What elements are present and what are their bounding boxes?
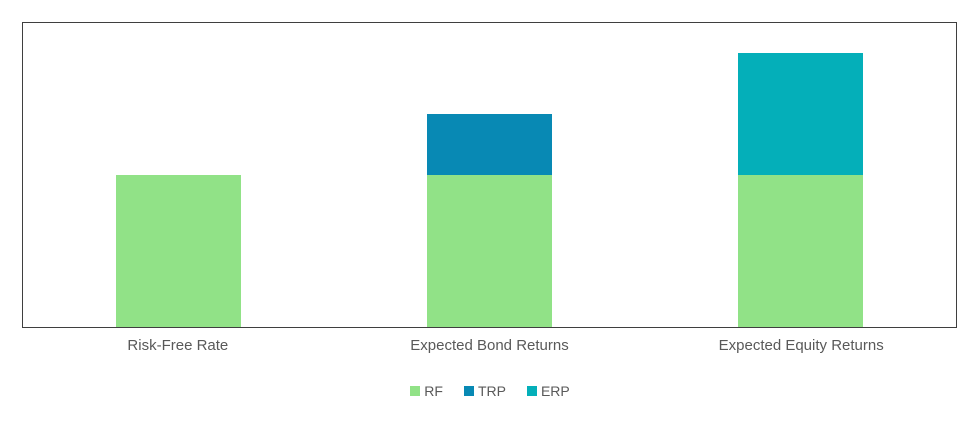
category-label-1: Expected Bond Returns (410, 337, 569, 354)
bar-segment-erp-2 (738, 53, 863, 175)
legend-swatch-trp (463, 386, 474, 396)
legend-item-rf: RF (410, 383, 443, 399)
legend-item-trp: TRP (463, 383, 506, 399)
category-label-0: Risk-Free Rate (127, 337, 229, 354)
bar-segment-trp-1 (427, 114, 552, 175)
legend-label-rf: RF (424, 383, 443, 399)
bar-slot-1 (334, 23, 645, 327)
category-label-2: Expected Equity Returns (718, 337, 884, 354)
bar-slot-0 (23, 23, 334, 327)
category-axis: Risk-Free Rate Expected Bond Returns Expec… (22, 336, 957, 355)
bar-segment-rf-0 (116, 175, 241, 327)
stacked-bar-2 (738, 23, 863, 327)
stacked-bar-0 (116, 23, 241, 327)
legend-label-erp: ERP (540, 383, 570, 399)
stacked-bar-1 (427, 23, 552, 327)
bar-segment-rf-1 (427, 175, 552, 327)
bar-slot-2 (645, 23, 956, 327)
plot-area (22, 22, 957, 328)
legend-label-trp: TRP (477, 383, 506, 399)
legend-item-erp: ERP (526, 383, 570, 399)
legend-swatch-erp (526, 386, 537, 396)
legend-swatch-rf (410, 386, 421, 396)
chart-legend: RF TRP ERP (0, 383, 980, 399)
bar-segment-rf-2 (738, 175, 863, 327)
